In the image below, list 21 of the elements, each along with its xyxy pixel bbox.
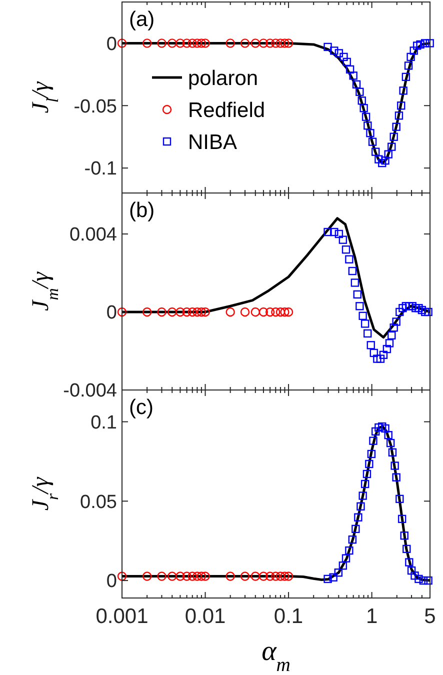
y-tick-label: 0.004 (69, 224, 118, 246)
x-tick-label: 0.01 (184, 605, 226, 628)
y-tick-label: 0 (106, 34, 117, 55)
y-tick-label: 0.05 (80, 492, 117, 513)
legend-label: polaron (188, 66, 258, 90)
chart-title: (b) (129, 199, 155, 222)
x-tick-label: 0.001 (96, 605, 148, 628)
x-tick-label: 1 (366, 605, 378, 628)
chart-title: (a) (129, 8, 155, 31)
x-tick-label: 0.1 (274, 605, 304, 628)
chart-title: (c) (129, 396, 154, 419)
x-tick-label: 5 (424, 605, 436, 628)
y-tick-label: -0.1 (84, 158, 117, 180)
legend-label: NIBA (188, 130, 238, 154)
x-axis-title: α$_{m}$ (262, 636, 290, 675)
y-tick-label: 0.1 (90, 412, 117, 434)
y-tick-label: 0 (106, 571, 117, 592)
y-tick-label: -0.05 (74, 96, 117, 118)
legend-label: Redfield (188, 98, 266, 122)
y-tick-label: 0 (106, 302, 117, 324)
y-tick-label: -0.004 (63, 380, 118, 402)
